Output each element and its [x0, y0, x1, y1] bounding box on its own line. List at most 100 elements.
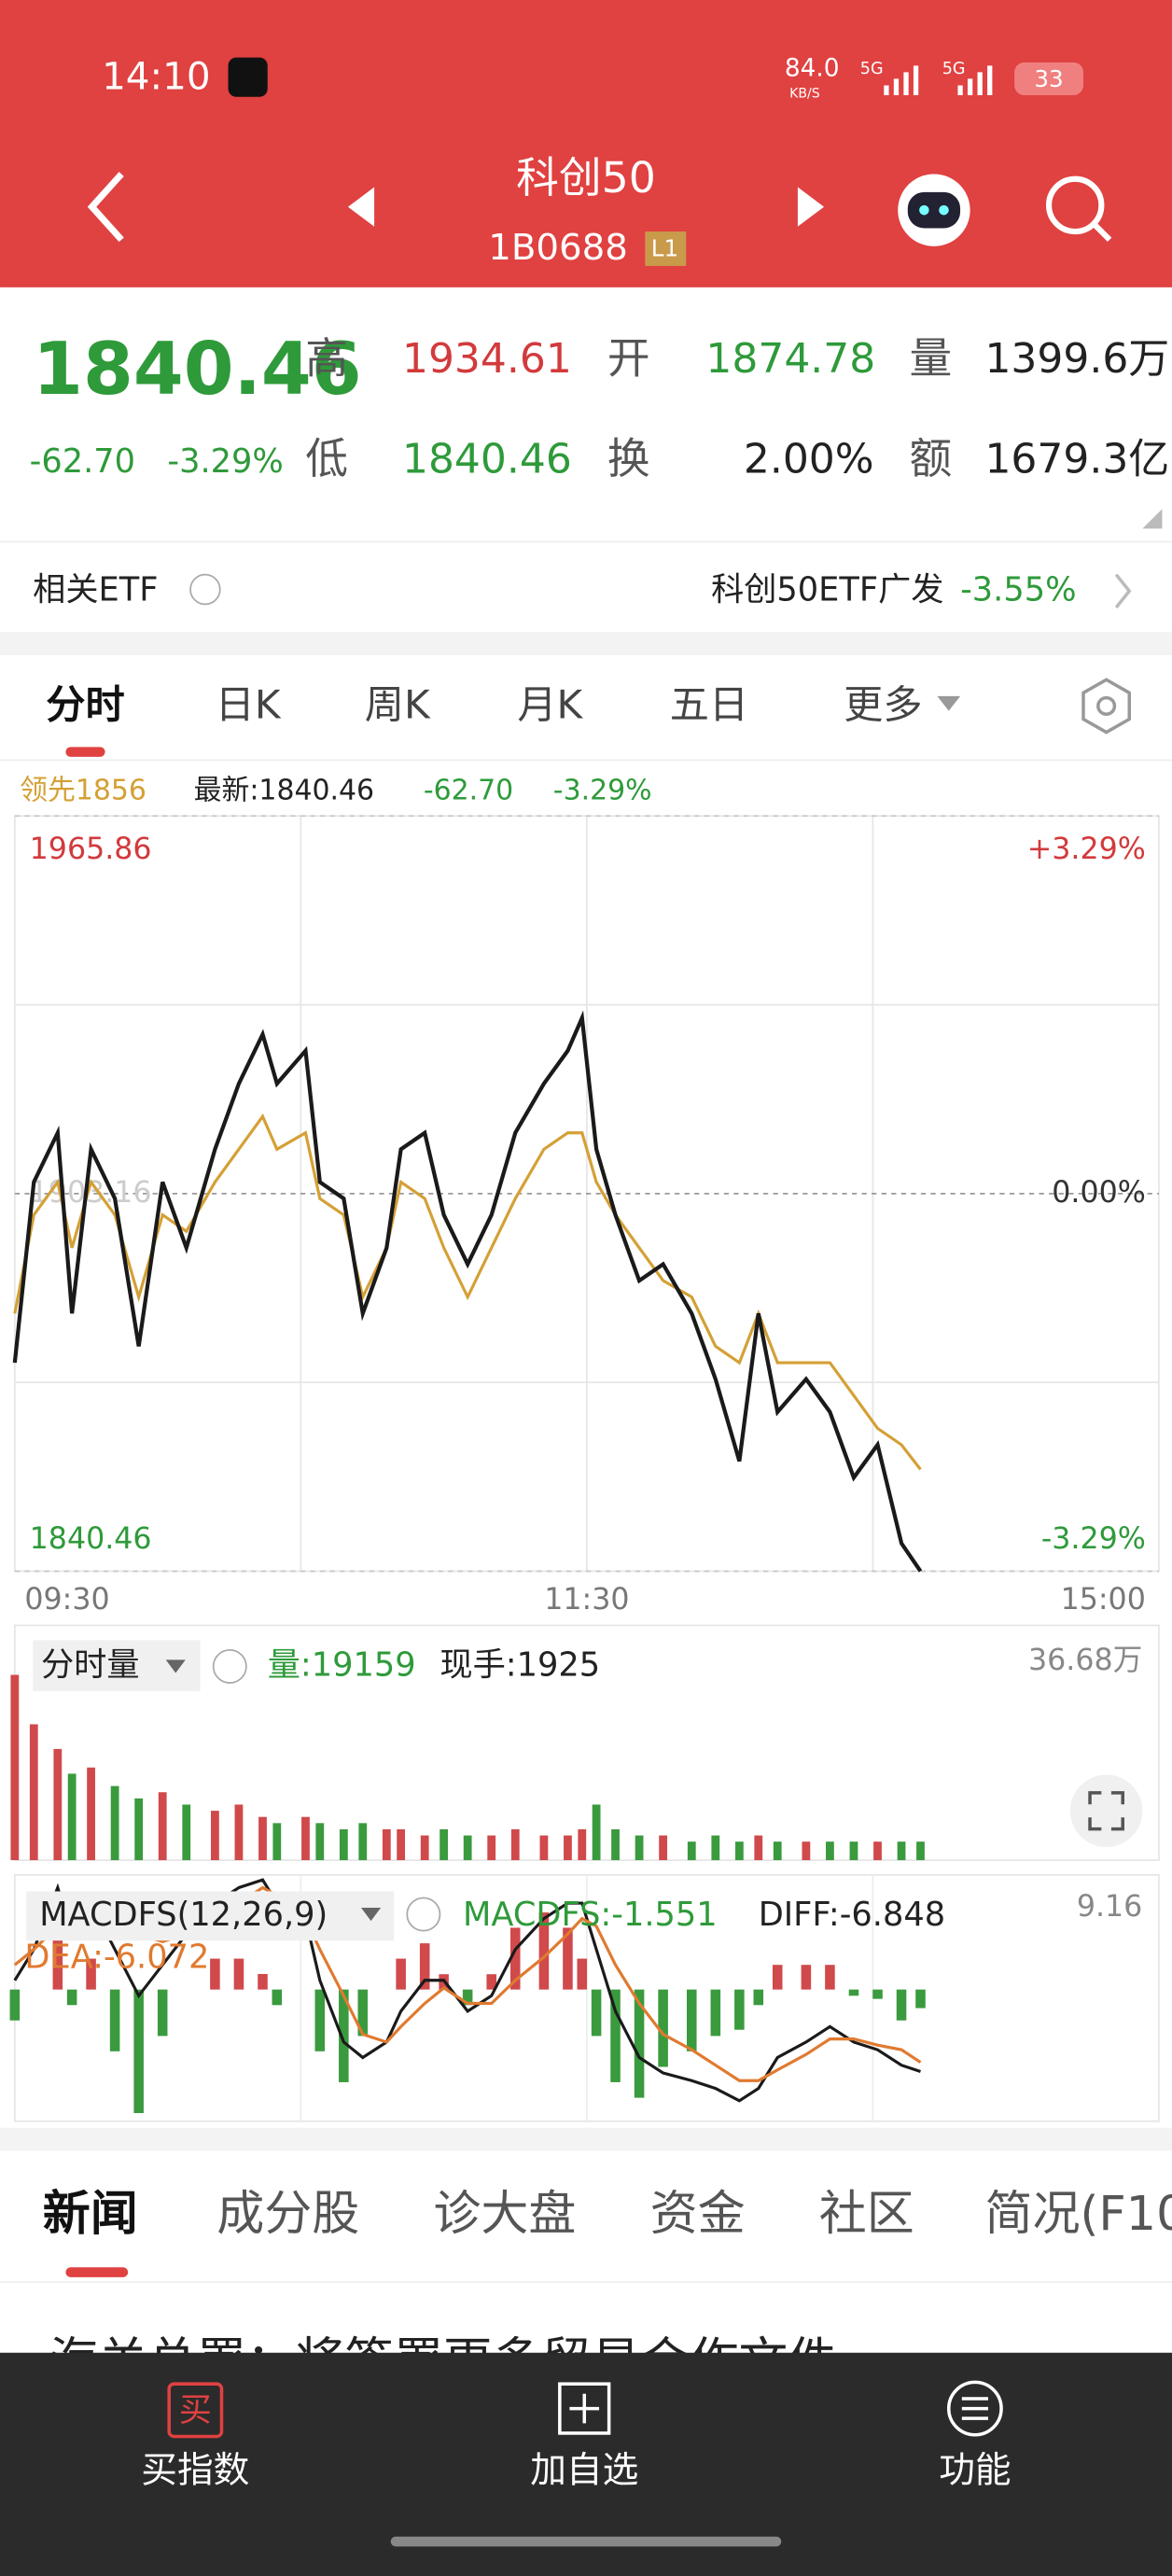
macd-selector[interactable]: [26, 1891, 395, 1941]
band: [0, 2127, 1172, 2151]
macd-bar: [772, 1965, 783, 1990]
dropdown-arrow: [937, 695, 961, 711]
y-tick-label: 1965.86: [30, 833, 152, 866]
expand-corner[interactable]: [1142, 509, 1163, 529]
macd-bar: [314, 1989, 326, 2051]
back-button[interactable]: [87, 172, 124, 243]
add-icon: [558, 2382, 611, 2435]
macd-bar: [86, 1958, 96, 1990]
field-value: 1874.78: [705, 335, 875, 383]
help-icon[interactable]: [189, 573, 221, 606]
volume-bar: [397, 1828, 406, 1861]
net-speed: 84.0: [785, 54, 840, 82]
macd-bar: [272, 1989, 283, 2006]
news-tab[interactable]: 简况(F10): [984, 2187, 1172, 2242]
nav-item[interactable]: 买指数: [141, 2450, 249, 2492]
level-badge: [645, 231, 687, 266]
price: 1840.46: [33, 328, 361, 412]
volume-bar: [134, 1798, 144, 1861]
battery-level: 33: [1034, 65, 1063, 92]
x-tick-label: 15:00: [1061, 1583, 1146, 1617]
volume-bar: [440, 1828, 449, 1861]
volume-bar: [659, 1835, 668, 1861]
volume-bar: [182, 1804, 191, 1861]
volume-bar: [773, 1841, 782, 1861]
macd-title: MACDFS(12,26,9): [39, 1896, 328, 1934]
macd-bar: [591, 1989, 602, 2037]
menu-lines: [961, 2397, 988, 2420]
news-tab[interactable]: 资金: [650, 2187, 746, 2242]
volume-bar: [611, 1828, 620, 1861]
tab[interactable]: 更多: [844, 682, 922, 728]
macd-bar: [133, 1989, 144, 2114]
tab[interactable]: 分时: [46, 682, 124, 728]
macd-bar: [538, 1912, 550, 1990]
fullscreen-button[interactable]: [1069, 1774, 1143, 1847]
field-value: 1934.61: [402, 335, 572, 383]
y2-tick-label: 0.00%: [1052, 1176, 1146, 1210]
news-tab[interactable]: 社区: [819, 2187, 914, 2242]
tab[interactable]: 周K: [365, 682, 431, 728]
macd-bar: [686, 1989, 697, 2051]
dropdown-arrow: [165, 1659, 186, 1673]
tab-indicator: [65, 2267, 129, 2277]
prev-button[interactable]: [347, 187, 375, 227]
news-tab[interactable]: 成分股: [216, 2187, 359, 2242]
settings-button[interactable]: [1081, 678, 1132, 735]
buy-icon-text: 买: [179, 2391, 212, 2429]
macd-bar: [339, 1989, 349, 2082]
news-tab[interactable]: 诊大盘: [433, 2187, 576, 2242]
macd-bar: [872, 1989, 883, 1999]
volume-bar: [635, 1835, 644, 1861]
help-icon[interactable]: [212, 1648, 247, 1684]
volume-value: 量:19159: [268, 1645, 416, 1684]
volume-bar: [897, 1841, 906, 1861]
volume-bar: [463, 1835, 472, 1861]
volume-bar: [711, 1835, 720, 1861]
app-icon: [228, 57, 268, 97]
news-tab[interactable]: 新闻: [43, 2187, 138, 2242]
code: 1B0688: [488, 227, 628, 269]
help-icon[interactable]: [406, 1897, 441, 1932]
field-label: 换: [607, 434, 650, 483]
y2-tick-label: +3.29%: [1027, 833, 1146, 866]
tab[interactable]: 五日: [670, 682, 748, 728]
change-pct: -3.29%: [167, 442, 283, 481]
etf-pct: -3.55%: [960, 570, 1076, 609]
macd-bar: [915, 1989, 926, 2009]
macd-bar: [486, 1974, 496, 1990]
volume-bar: [358, 1823, 368, 1861]
y-tick-label: 36.68万: [1028, 1644, 1142, 1677]
band: [0, 632, 1172, 655]
volume-bar: [29, 1724, 38, 1861]
volume-bar: [826, 1841, 834, 1861]
volume-bar: [258, 1816, 267, 1861]
legend-latest: 最新:1840.46: [194, 774, 374, 806]
nav-item[interactable]: 功能: [939, 2450, 1011, 2492]
tab-indicator: [65, 747, 105, 757]
volume-bar: [87, 1767, 95, 1861]
volume-bar: [873, 1841, 882, 1861]
macd-bar: [258, 1973, 268, 1990]
tab[interactable]: 月K: [517, 682, 583, 728]
field-value: 1399.6万: [984, 335, 1169, 383]
macd-bar: [710, 1989, 721, 2037]
macd-bar: [577, 1958, 588, 1990]
assistant-eye: [919, 204, 929, 216]
etf-name[interactable]: 科创50ETF广发: [711, 570, 943, 609]
field-value: 2.00%: [744, 435, 874, 483]
chevron: [1114, 573, 1132, 609]
macd-bar: [610, 1989, 621, 2082]
add-plus: [569, 2393, 600, 2424]
volume-bar: [578, 1828, 587, 1861]
macd-bar: [658, 1989, 668, 2067]
x-tick-label: 09:30: [24, 1583, 109, 1617]
macd-bar: [563, 1927, 573, 1990]
field-value: 1840.46: [402, 435, 572, 483]
next-button[interactable]: [797, 187, 825, 227]
search-button[interactable]: [1045, 175, 1105, 235]
nav-item[interactable]: 加自选: [530, 2450, 638, 2492]
tab[interactable]: 日K: [216, 682, 282, 728]
title: 科创50: [516, 153, 656, 203]
